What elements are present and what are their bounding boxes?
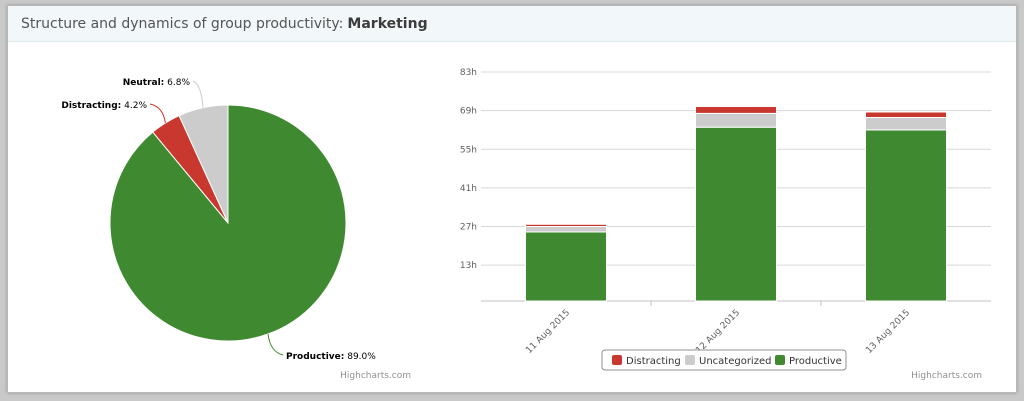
bar-uncategorized-12-aug-2015[interactable] bbox=[695, 112, 777, 128]
y-tick-label: 83h bbox=[460, 68, 477, 78]
pie-connector-neutral bbox=[192, 80, 204, 108]
y-tick-label: 27h bbox=[460, 223, 477, 233]
x-tick-label: 11 Aug 2015 bbox=[524, 308, 572, 356]
pie-connector-distracting bbox=[149, 103, 166, 124]
legend-label-distracting: Distracting bbox=[626, 356, 681, 367]
pie-connector-productive bbox=[267, 333, 284, 356]
y-tick-label: 69h bbox=[460, 107, 477, 117]
panel-title-prefix: Structure and dynamics of group producti… bbox=[21, 15, 344, 32]
bar-uncategorized-13-aug-2015[interactable] bbox=[865, 117, 947, 131]
x-tick-label: 12 Aug 2015 bbox=[694, 308, 742, 356]
pie-label-distracting: Distracting: 4.2% bbox=[61, 101, 147, 111]
pie-credits[interactable]: Highcharts.com bbox=[340, 371, 411, 381]
legend-box bbox=[601, 349, 847, 371]
pie-label-productive: Productive: 89.0% bbox=[286, 352, 376, 362]
bar-distracting-12-aug-2015[interactable] bbox=[695, 106, 777, 114]
legend-swatch-uncategorized bbox=[685, 355, 695, 365]
bar-distracting-13-aug-2015[interactable] bbox=[865, 111, 947, 118]
panel-header: Structure and dynamics of group producti… bbox=[8, 6, 1016, 42]
legend-swatch-productive bbox=[775, 355, 785, 365]
productivity-panel: Structure and dynamics of group producti… bbox=[7, 5, 1017, 393]
y-tick-label: 13h bbox=[460, 261, 477, 271]
pie-label-neutral: Neutral: 6.8% bbox=[123, 78, 191, 88]
legend-swatch-distracting bbox=[612, 355, 622, 365]
legend-label-uncategorized: Uncategorized bbox=[699, 356, 771, 367]
bar-chart: 13h 27h 41h 55h 69h 83h 11 Aug 2015 12 Aug 201… bbox=[460, 68, 991, 381]
legend-item-uncategorized[interactable]: Uncategorized bbox=[685, 355, 771, 367]
pie-chart: Productive: 89.0% Distracting: 4.2% Neutra… bbox=[61, 78, 411, 381]
y-tick-label: 55h bbox=[460, 145, 477, 155]
legend-item-productive[interactable]: Productive bbox=[775, 355, 842, 367]
bar-distracting-11-aug-2015[interactable] bbox=[525, 223, 607, 228]
chart-legend: Distracting Uncategorized Productive bbox=[601, 349, 847, 371]
legend-item-distracting[interactable]: Distracting bbox=[612, 355, 681, 367]
bar-productive-13-aug-2015[interactable] bbox=[865, 129, 947, 302]
bar-credits[interactable]: Highcharts.com bbox=[911, 371, 982, 381]
group-name: Marketing bbox=[347, 15, 428, 32]
y-tick-label: 41h bbox=[460, 184, 477, 194]
bar-uncategorized-11-aug-2015[interactable] bbox=[525, 226, 607, 233]
x-tick-label: 13 Aug 2015 bbox=[864, 308, 912, 356]
bar-productive-12-aug-2015[interactable] bbox=[695, 126, 777, 302]
legend-label-productive: Productive bbox=[789, 356, 842, 367]
bar-productive-11-aug-2015[interactable] bbox=[525, 231, 607, 302]
